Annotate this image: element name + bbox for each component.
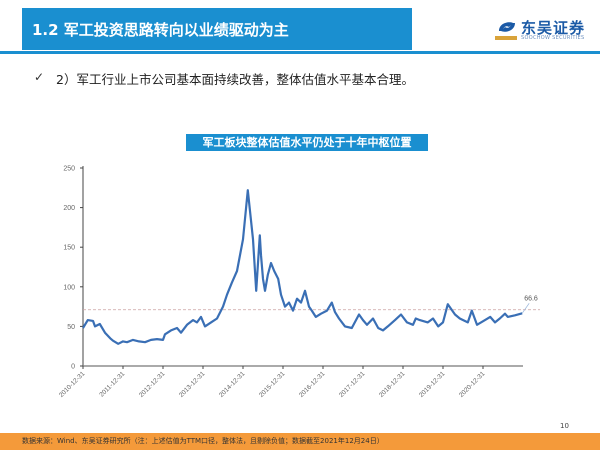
bullet-text: 2）军工行业上市公司基本面持续改善，整体估值水平基本合理。 [56,72,414,87]
y-tick-label: 150 [63,245,75,252]
x-tick-label: 2011-12-31 [98,370,126,398]
logo-text-cn: 东吴证券 [521,19,586,37]
x-tick-label: 2015-12-31 [258,370,287,399]
y-tick-label: 50 [67,324,75,331]
x-tick-label: 2013-12-31 [178,370,207,399]
page-number: 10 [560,422,569,430]
y-tick-label: 0 [71,364,75,371]
x-tick-label: 2017-12-31 [338,370,367,399]
x-tick-label: 2010-12-31 [58,370,87,399]
y-axis: 0 50 100 150 200 250 [63,166,84,371]
slide-title-bar: 1.2 军工投资思路转向以业绩驱动为主 [22,8,412,50]
y-tick-label: 200 [63,205,75,212]
data-source-note: 数据来源：Wind、东吴证券研究所（注：上述估值为TTM口径，整体法，且剔除负值… [22,437,384,445]
chart-title: 军工板块整体估值水平仍处于十年中枢位置 [202,136,412,149]
x-tick-label: 2014-12-31 [218,370,247,399]
check-icon: ✓ [34,70,45,84]
x-tick-label: 2016-12-31 [298,370,327,399]
y-tick-label: 250 [63,166,75,173]
y-tick-label: 100 [63,284,75,291]
x-tick-label: 2018-12-31 [378,370,407,399]
end-value-label: 66.6 [524,295,538,302]
slide-title: 1.2 军工投资思路转向以业绩驱动为主 [32,21,289,39]
x-tick-label: 2020-12-31 [458,370,487,399]
x-tick-label: 2019-12-31 [418,370,447,399]
logo-text-en: SOOCHOW SECURITIES [521,35,585,41]
footer-bar: 数据来源：Wind、东吴证券研究所（注：上述估值为TTM口径，整体法，且剔除负值… [0,433,600,450]
header-divider [0,51,600,54]
x-tick-label: 2012-12-31 [138,370,167,399]
company-logo: 东吴证券 SOOCHOW SECURITIES [495,17,595,43]
logo-mark-icon [499,22,515,32]
chart-title-banner: 军工板块整体估值水平仍处于十年中枢位置 [186,134,428,151]
pe-series-line [82,189,523,345]
line-chart: 0 50 100 150 200 250 2010-12-31 2011-12-31 2012… [58,166,540,399]
end-label-leader [521,303,530,314]
logo-tag [495,36,517,40]
x-axis: 2010-12-31 2011-12-31 2012-12-31 2013-12-31… [58,365,523,399]
